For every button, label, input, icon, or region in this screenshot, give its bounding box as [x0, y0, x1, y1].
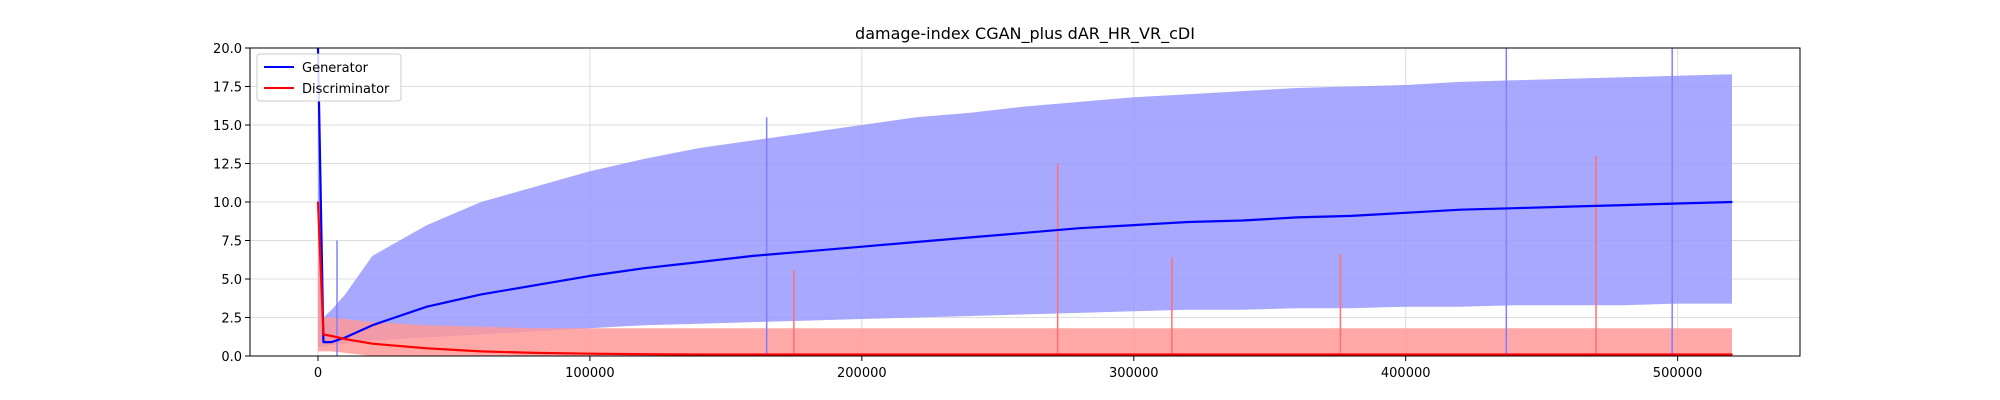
discriminator-line [316, 201, 1732, 356]
lines [316, 47, 1733, 356]
y-tick-label: 15.0 [213, 119, 242, 134]
discriminator-point [322, 333, 325, 336]
bands [318, 48, 1732, 356]
generator-point [371, 324, 374, 327]
legend-box [256, 53, 402, 102]
generator-point [1731, 201, 1733, 203]
discriminator-point [1404, 353, 1407, 356]
discriminator-point [534, 352, 537, 354]
generator-point [915, 241, 918, 243]
x-tick-label: 100000 [565, 366, 615, 381]
discriminator-point [643, 353, 646, 355]
discriminator-band [318, 202, 1732, 356]
discriminator-point [752, 353, 754, 356]
discriminator-point [317, 201, 319, 203]
discriminator-point [480, 350, 482, 353]
generator-point [1459, 208, 1461, 211]
discriminator-point [1568, 353, 1570, 356]
discriminator-point [697, 353, 700, 356]
x-tick-label: 200000 [837, 366, 887, 381]
chart-title: damage-index CGAN_plus dAR_HR_VR_cDI [855, 24, 1195, 44]
x-tick-label: 400000 [1381, 366, 1431, 381]
discriminator-point [1024, 353, 1026, 356]
y-tick-label: 12.5 [213, 158, 242, 173]
x-tick-label: 300000 [1109, 366, 1159, 381]
discriminator-point [861, 353, 863, 356]
generator-point [806, 250, 809, 253]
discriminator-point [1676, 353, 1679, 356]
discriminator-point [589, 352, 591, 355]
generator-point [534, 284, 537, 286]
legend-discriminator-label: Discriminator [302, 82, 390, 97]
x-tick-label: 0 [314, 366, 322, 381]
discriminator-point [1296, 353, 1298, 356]
generator-point [1513, 207, 1516, 209]
generator-point [1676, 202, 1679, 205]
discriminator-point [1187, 353, 1189, 356]
x-tick-label: 500000 [1653, 366, 1703, 381]
generator-point [1622, 204, 1625, 206]
generator-point [1350, 215, 1353, 217]
generator-point [1241, 219, 1244, 222]
generator-point [697, 261, 700, 263]
generator-point [330, 341, 333, 343]
legend: Generator Discriminator [256, 53, 402, 102]
y-tick-label: 2.5 [221, 312, 242, 327]
generator-point [1296, 216, 1298, 219]
generator-point [643, 267, 646, 270]
discriminator-point [1513, 353, 1516, 356]
discriminator-point [915, 353, 918, 356]
discriminator-point [425, 347, 428, 350]
generator-band [318, 48, 1732, 347]
y-tick-label: 17.5 [213, 81, 242, 96]
generator-line [316, 47, 1733, 344]
discriminator-point [1078, 353, 1081, 356]
generator-point [480, 293, 482, 296]
y-tick-label: 5.0 [221, 273, 242, 288]
y-tick-label: 10.0 [213, 196, 242, 211]
discriminator-point [1731, 353, 1733, 356]
discriminator-point [1350, 353, 1353, 356]
generator-point [1132, 224, 1135, 226]
generator-point [1404, 211, 1407, 214]
generator-point [589, 275, 591, 277]
discriminator-point [969, 353, 972, 356]
y-tick-label: 7.5 [221, 235, 242, 250]
generator-point [1078, 227, 1081, 229]
discriminator-point [1241, 353, 1244, 356]
discriminator-point [330, 335, 333, 337]
discriminator-point [371, 342, 374, 345]
discriminator-point [1622, 353, 1625, 356]
generator-point [1024, 232, 1026, 234]
generator-point [1568, 205, 1570, 208]
generator-point [425, 305, 428, 308]
discriminator-point [806, 353, 809, 356]
discriminator-point [1132, 353, 1135, 356]
y-axis: 0.0 2.5 5.0 7.5 10.0 12.5 15.0 17.5 20.0 [213, 42, 250, 365]
y-tick-label: 20.0 [213, 42, 242, 57]
legend-generator-label: Generator [302, 61, 369, 76]
generator-point [1187, 221, 1189, 223]
generator-point [861, 245, 863, 248]
generator-point [969, 236, 972, 239]
x-axis: 0 100000 200000 300000 400000 500000 [314, 356, 1703, 381]
y-tick-label: 0.0 [221, 350, 242, 365]
discriminator-point [344, 338, 346, 340]
generator-point [322, 341, 325, 343]
discriminator-point [1459, 353, 1461, 356]
generator-point [752, 255, 754, 257]
